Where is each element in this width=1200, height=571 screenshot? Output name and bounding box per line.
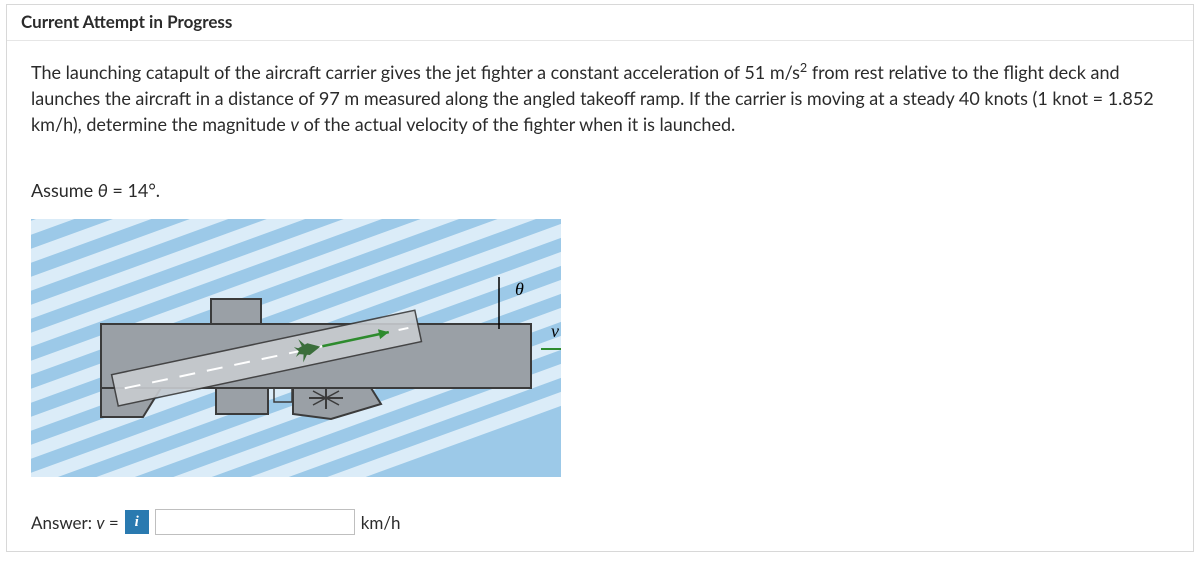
answer-label-eq: = — [104, 512, 118, 533]
figure: θvC — [31, 219, 1169, 481]
answer-row: Answer: v = i km/h — [31, 509, 1169, 535]
assume-line: Assume θ = 14°. — [31, 179, 1169, 201]
answer-label: Answer: v = — [31, 512, 119, 533]
section-heading: Current Attempt in Progress — [7, 5, 1193, 41]
carrier-diagram: θvC — [31, 219, 561, 477]
problem-italic-v: v — [290, 113, 299, 135]
svg-text:θ: θ — [515, 279, 524, 299]
problem-text-part1: The launching catapult of the aircraft c… — [31, 61, 800, 83]
svg-text:v: v — [551, 321, 559, 341]
question-container: Current Attempt in Progress The launchin… — [6, 4, 1194, 552]
info-icon[interactable]: i — [125, 510, 149, 534]
theta-symbol: θ — [98, 179, 108, 201]
assume-eq: = 14°. — [108, 179, 160, 201]
answer-unit: km/h — [361, 512, 401, 533]
answer-input[interactable] — [155, 509, 355, 535]
problem-text-tail: of the actual velocity of the fighter wh… — [299, 113, 735, 135]
problem-statement: The launching catapult of the aircraft c… — [31, 59, 1169, 137]
question-body: The launching catapult of the aircraft c… — [7, 41, 1193, 551]
answer-label-prefix: Answer: — [31, 512, 96, 533]
assume-prefix: Assume — [31, 179, 98, 201]
